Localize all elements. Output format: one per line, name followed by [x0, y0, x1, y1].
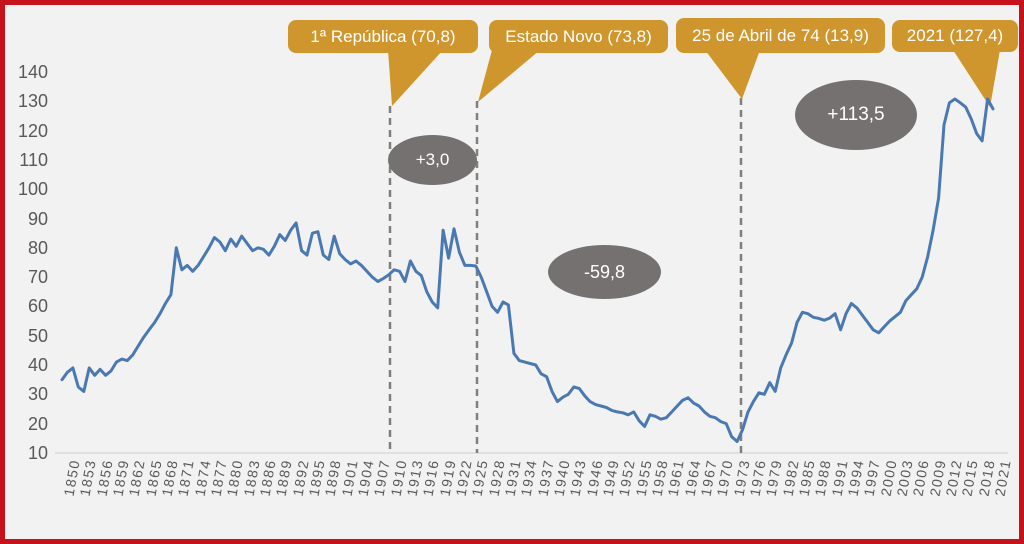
y-tick-label: 120: [17, 120, 48, 141]
y-tick-label: 70: [27, 267, 48, 288]
y-tick-label: 140: [17, 62, 48, 82]
callout-estado-novo: Estado Novo (73,8): [489, 20, 668, 53]
callout-25-april: 25 de Abril de 74 (13,9): [676, 18, 885, 53]
callout-2021: 2021 (127,4): [892, 20, 1018, 52]
callout-first-republic: 1ª República (70,8): [288, 20, 478, 53]
callout-tail-1910: [388, 50, 443, 106]
callout-tail-1974: [705, 50, 760, 99]
debt-series-line: [60, 97, 995, 443]
y-tick-label: 90: [27, 208, 48, 229]
y-tick-label: 10: [27, 442, 48, 463]
y-tick-label: 40: [27, 355, 48, 375]
y-tick-label: 110: [19, 149, 48, 170]
y-tick-label: 60: [27, 296, 48, 317]
change-bubble-minus-59-8: -59,8: [548, 245, 661, 299]
y-tick-label: 100: [17, 179, 48, 200]
callout-tail-2021: [953, 50, 1000, 107]
y-tick-label: 30: [27, 384, 48, 405]
y-tick-label: 80: [27, 237, 48, 258]
y-tick-label: 50: [27, 325, 48, 346]
callout-tail-1926: [478, 50, 540, 102]
y-tick-label: 20: [27, 413, 48, 434]
y-tick-label: 130: [17, 91, 48, 112]
change-bubble-plus-3: +3,0: [388, 135, 477, 185]
change-bubble-plus-113-5: +113,5: [795, 80, 917, 150]
